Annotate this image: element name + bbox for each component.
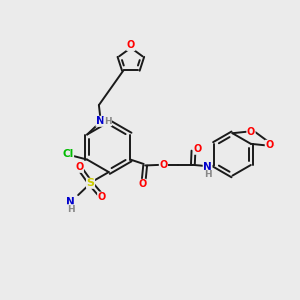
Text: O: O <box>98 192 106 202</box>
Text: O: O <box>159 160 168 170</box>
Text: H: H <box>67 205 74 214</box>
Text: N: N <box>66 196 75 206</box>
Text: Cl: Cl <box>62 149 74 159</box>
Text: O: O <box>247 127 255 137</box>
Text: H: H <box>204 170 212 179</box>
Text: O: O <box>138 179 146 189</box>
Text: O: O <box>127 40 135 50</box>
Text: H: H <box>67 205 74 214</box>
Text: N: N <box>96 116 105 126</box>
Text: H: H <box>104 117 112 126</box>
Text: H: H <box>67 205 74 214</box>
Text: S: S <box>86 178 94 188</box>
Text: O: O <box>265 140 274 150</box>
Text: N: N <box>66 196 75 206</box>
Text: O: O <box>75 162 83 172</box>
Text: O: O <box>194 144 202 154</box>
Text: N: N <box>203 162 212 172</box>
